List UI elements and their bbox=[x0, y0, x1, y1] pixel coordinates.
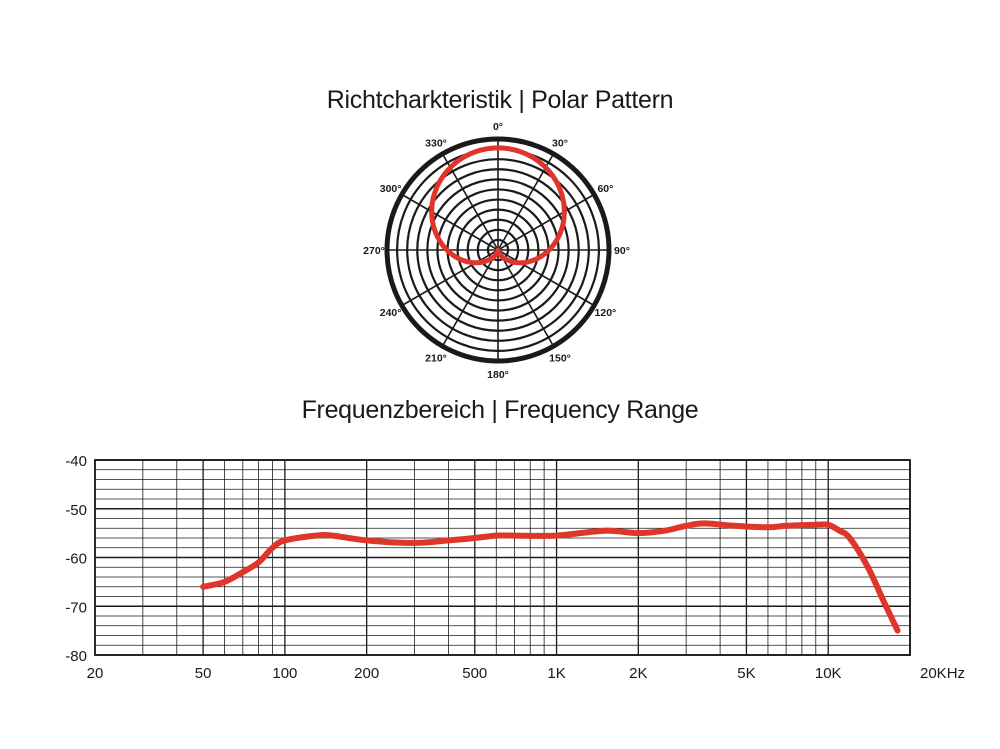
x-tick-label: 1K bbox=[547, 665, 565, 682]
y-tick-label: -50 bbox=[65, 502, 87, 519]
y-tick-label: -70 bbox=[65, 599, 87, 616]
polar-angle-label: 330° bbox=[425, 138, 447, 150]
x-tick-label: 5K bbox=[737, 665, 755, 682]
x-tick-label: 20KHz bbox=[920, 665, 965, 682]
polar-angle-label: 60° bbox=[597, 183, 613, 195]
x-tick-label: 500 bbox=[462, 665, 487, 682]
x-tick-label: 200 bbox=[354, 665, 379, 682]
frequency-grid bbox=[94, 459, 911, 656]
y-axis-tick-labels: -40 -50 -60 -70 -80 bbox=[65, 453, 87, 665]
polar-spoke bbox=[497, 193, 595, 251]
x-tick-label: 20 bbox=[87, 665, 104, 682]
polar-angle-label: 120° bbox=[595, 307, 617, 319]
polar-spoke bbox=[441, 153, 499, 251]
polar-angle-label: 30° bbox=[552, 138, 568, 150]
x-tick-label: 2K bbox=[629, 665, 647, 682]
polar-angle-label: 180° bbox=[487, 369, 509, 381]
polar-angle-label: 0° bbox=[493, 121, 503, 133]
polar-angle-label: 300° bbox=[380, 183, 402, 195]
y-tick-label: -40 bbox=[65, 453, 87, 470]
polar-angle-labels: 0° 30° 60° 90° 120° 150° 180° 210° 240° 270° 300° 3… bbox=[363, 121, 630, 381]
polar-spoke bbox=[497, 153, 555, 251]
frequency-response-line bbox=[200, 520, 901, 634]
polar-angle-label: 210° bbox=[425, 352, 447, 364]
x-axis-tick-labels: 20 50 100 200 500 1K 2K 5K 10K 20KHz bbox=[87, 665, 965, 682]
polar-spoke bbox=[497, 249, 555, 347]
x-tick-label: 50 bbox=[195, 665, 212, 682]
polar-angle-label: 150° bbox=[549, 352, 571, 364]
polar-angle-label: 240° bbox=[380, 307, 402, 319]
polar-spoke bbox=[401, 193, 499, 251]
polar-angle-label: 90° bbox=[614, 245, 630, 257]
plot-frame bbox=[94, 459, 911, 656]
x-tick-label: 100 bbox=[272, 665, 297, 682]
polar-angle-label: 270° bbox=[363, 245, 385, 257]
polar-response-curve bbox=[429, 145, 567, 266]
frequency-chart-title: Frequenzbereich | Frequency Range bbox=[301, 396, 699, 424]
polar-grid bbox=[384, 136, 612, 364]
y-tick-label: -60 bbox=[65, 551, 87, 568]
x-tick-label: 10K bbox=[815, 665, 842, 682]
polar-spoke bbox=[401, 249, 499, 307]
y-tick-label: -80 bbox=[65, 648, 87, 665]
polar-spoke bbox=[497, 249, 595, 307]
polar-chart-title: Richtcharkteristik | Polar Pattern bbox=[326, 86, 674, 114]
polar-spoke bbox=[441, 249, 499, 347]
